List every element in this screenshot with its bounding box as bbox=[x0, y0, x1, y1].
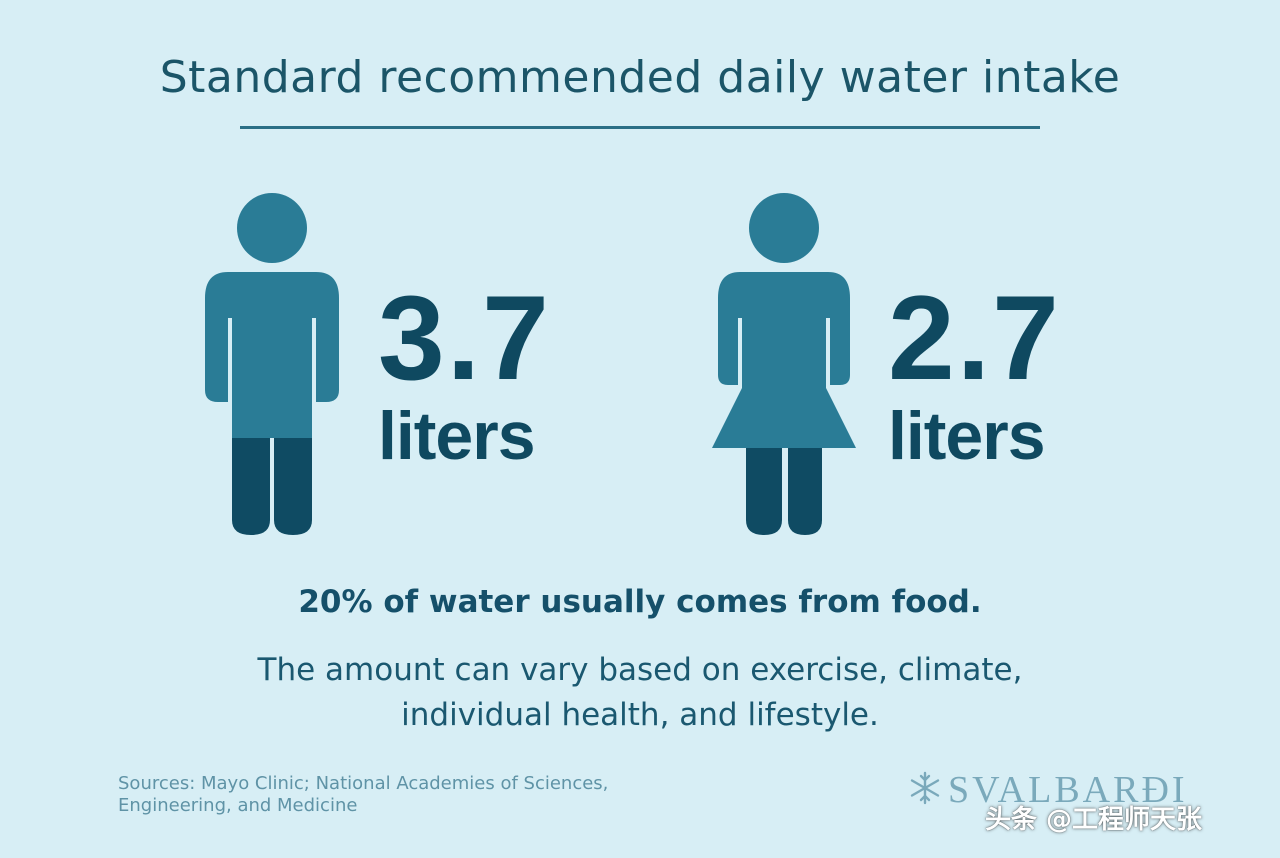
man-icon bbox=[200, 190, 345, 540]
men-liters-unit: liters bbox=[378, 398, 536, 474]
men-liters-value: 3.7 bbox=[378, 271, 551, 405]
variation-note: The amount can vary based on exercise, c… bbox=[257, 652, 1023, 733]
brand-name: SVALBARÐI bbox=[948, 769, 1188, 811]
women-stat: 2.7 liters bbox=[888, 278, 1061, 470]
title-divider bbox=[240, 126, 1040, 129]
watermark-text: 头条 @工程师天张 bbox=[985, 805, 1203, 835]
snowflake-icon bbox=[908, 771, 942, 809]
brand-logo: SVALBARÐI bbox=[908, 768, 1188, 812]
women-liters-unit: liters bbox=[888, 398, 1046, 474]
page-title: Standard recommended daily water intake bbox=[159, 52, 1121, 103]
woman-icon bbox=[710, 190, 860, 540]
men-stat: 3.7 liters bbox=[378, 278, 551, 470]
food-water-fact: 20% of water usually comes from food. bbox=[298, 584, 982, 620]
sources-text: Sources: Mayo Clinic; National Academies… bbox=[118, 773, 609, 816]
women-liters-value: 2.7 bbox=[888, 271, 1061, 405]
